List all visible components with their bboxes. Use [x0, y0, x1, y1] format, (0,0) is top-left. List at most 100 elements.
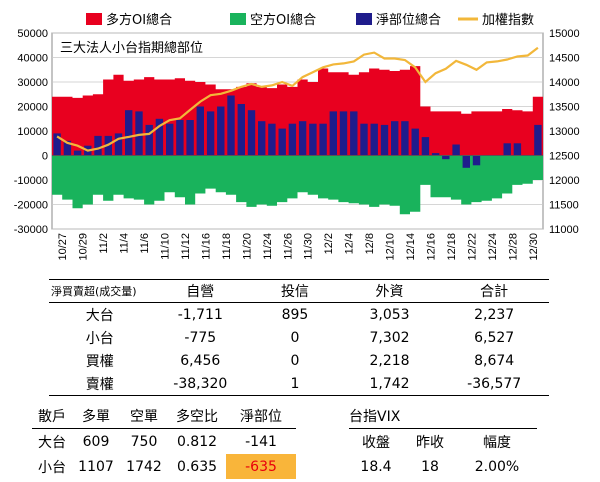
- net-trade-cell: 6,527: [474, 329, 515, 346]
- net-bar: [278, 128, 286, 156]
- x-axis-tick: 10/29: [78, 233, 90, 261]
- net-trade-row: 買權 6,456 0 2,218 8,674: [49, 349, 549, 372]
- x-axis-tick: 11/2: [98, 233, 110, 254]
- vix-value: 18: [421, 458, 439, 475]
- short-oi-area: [52, 155, 543, 215]
- net-bar: [421, 137, 430, 156]
- vix-table: 台指VIX 收盤 昨收 幅度 18.4 18 2.00%: [349, 403, 537, 479]
- legend-long-label: 多方OI總合: [106, 12, 172, 28]
- net-trade-cell: -775: [184, 329, 217, 346]
- x-axis-tick: 11/10: [160, 233, 172, 260]
- left-axis-tick: 0: [42, 151, 48, 163]
- net-trade-cell: 1: [250, 372, 340, 396]
- vix-value-row: 18.4 18 2.00%: [349, 454, 537, 479]
- right-axis-tick: 13500: [549, 102, 580, 114]
- net-bar: [350, 111, 358, 156]
- net-trade-header-label: 淨買賣超(成交量): [49, 279, 151, 303]
- x-axis-tick: 12/24: [487, 233, 499, 261]
- net-bar: [442, 155, 450, 160]
- legend-index-label: 加權指數: [482, 13, 534, 28]
- vix-title: 台指VIX: [349, 403, 537, 429]
- x-axis-tick: 12/2: [323, 233, 335, 254]
- vix-title-row: 台指VIX: [349, 403, 537, 429]
- net-bar: [227, 95, 235, 156]
- x-axis-tick: 12/18: [446, 233, 458, 261]
- right-axis-tick: 13000: [549, 126, 580, 138]
- right-axis-tick: 14000: [549, 77, 580, 89]
- index-line: [56, 46, 539, 152]
- net-trade-cell: 2,237: [474, 306, 515, 323]
- net-trade-table: 淨買賣超(成交量) 自營 投信 外資 合計 大台 -1,711 895 3,05…: [49, 279, 549, 396]
- net-bar: [206, 111, 215, 156]
- right-axis-tick: 15000: [549, 28, 580, 40]
- retail-cell: 0.812: [176, 433, 218, 450]
- net-trade-header-total: 合計: [439, 279, 549, 303]
- net-bar: [380, 124, 389, 156]
- vix-header-row: 收盤 昨收 幅度: [349, 429, 537, 455]
- left-axis-tick: 20000: [17, 102, 48, 114]
- x-axis-tick: 10/27: [57, 233, 69, 261]
- net-trade-cell: 1,742: [339, 372, 440, 396]
- x-axis-tick: 12/10: [385, 233, 397, 261]
- retail-row: 大台 609 750 0.812 -141: [32, 429, 296, 455]
- right-axis-tick: 11000: [549, 224, 579, 236]
- long-oi-area: [52, 66, 543, 156]
- net-trade-cell: -1,711: [177, 306, 223, 323]
- net-bar: [534, 124, 542, 156]
- x-axis-tick: 11/4: [119, 233, 131, 254]
- x-axis-tick: 12/14: [405, 233, 417, 261]
- vix-header: 昨收: [416, 434, 444, 451]
- retail-header: 淨部位: [226, 403, 296, 429]
- oi-chart-svg: 50000 40000 30000 20000 10000 0 -10000 -20000 -3…: [14, 12, 580, 261]
- net-bar: [196, 106, 204, 156]
- net-bar: [472, 155, 481, 166]
- net-bar: [186, 120, 194, 156]
- net-trade-row: 小台 -775 0 7,302 6,527: [49, 326, 549, 349]
- net-bar: [319, 123, 327, 156]
- net-trade-cell: -36,577: [439, 372, 549, 396]
- x-axis-tick: 11/16: [200, 233, 212, 260]
- x-axis-tick: 12/30: [528, 233, 540, 261]
- net-bar: [166, 123, 174, 156]
- net-bar: [145, 124, 153, 156]
- net-bar: [73, 150, 82, 156]
- retail-cell: 609: [82, 433, 110, 450]
- net-bar: [513, 143, 522, 156]
- x-axis-tick: 11/12: [180, 233, 192, 260]
- net-trade-row: 大台 -1,711 895 3,053 2,237: [49, 303, 549, 327]
- net-bar: [411, 128, 419, 156]
- net-trade-header-foreign: 外資: [339, 279, 440, 303]
- left-axis-tick: 50000: [17, 28, 48, 40]
- retail-header: 多空比: [168, 403, 226, 429]
- net-trade-header-dealer: 自營: [150, 279, 251, 303]
- left-axis-tick: -30000: [14, 224, 48, 236]
- retail-row-label: 大台: [38, 434, 66, 451]
- vix-header: 收盤: [362, 434, 390, 451]
- net-bar: [339, 111, 348, 156]
- net-bar: [53, 133, 61, 156]
- net-trade-cell: 2,218: [369, 352, 410, 369]
- net-bar: [94, 135, 102, 156]
- net-bar: [452, 144, 460, 156]
- net-trade-cell: 3,053: [369, 306, 410, 323]
- right-axis-tick: 14500: [549, 53, 580, 65]
- x-axis-tick: 12/16: [425, 233, 437, 261]
- net-bar: [217, 106, 225, 156]
- net-bar: [401, 121, 409, 156]
- net-bar: [360, 123, 368, 156]
- retail-cell: 1742: [126, 458, 162, 475]
- net-trade-row-label: 買權: [85, 353, 114, 370]
- right-axis-tick: 12000: [549, 175, 580, 187]
- vix-header: 幅度: [483, 434, 511, 451]
- right-axis-tick: 11500: [549, 200, 579, 212]
- net-bar: [125, 110, 133, 156]
- legend-net-swatch: [356, 13, 372, 25]
- net-bar: [135, 111, 143, 156]
- net-trade-cell: 895: [281, 306, 309, 323]
- net-trade-row-label: 小台: [85, 330, 114, 347]
- x-axis-tick: 11/30: [303, 233, 315, 260]
- net-bar: [155, 118, 164, 156]
- net-trade-cell: -38,320: [150, 372, 251, 396]
- retail-net-highlight-cell: -635: [226, 454, 296, 479]
- net-bar: [258, 121, 266, 156]
